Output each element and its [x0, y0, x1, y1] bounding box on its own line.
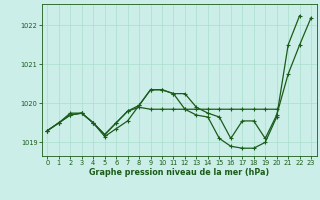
X-axis label: Graphe pression niveau de la mer (hPa): Graphe pression niveau de la mer (hPa) — [89, 168, 269, 177]
